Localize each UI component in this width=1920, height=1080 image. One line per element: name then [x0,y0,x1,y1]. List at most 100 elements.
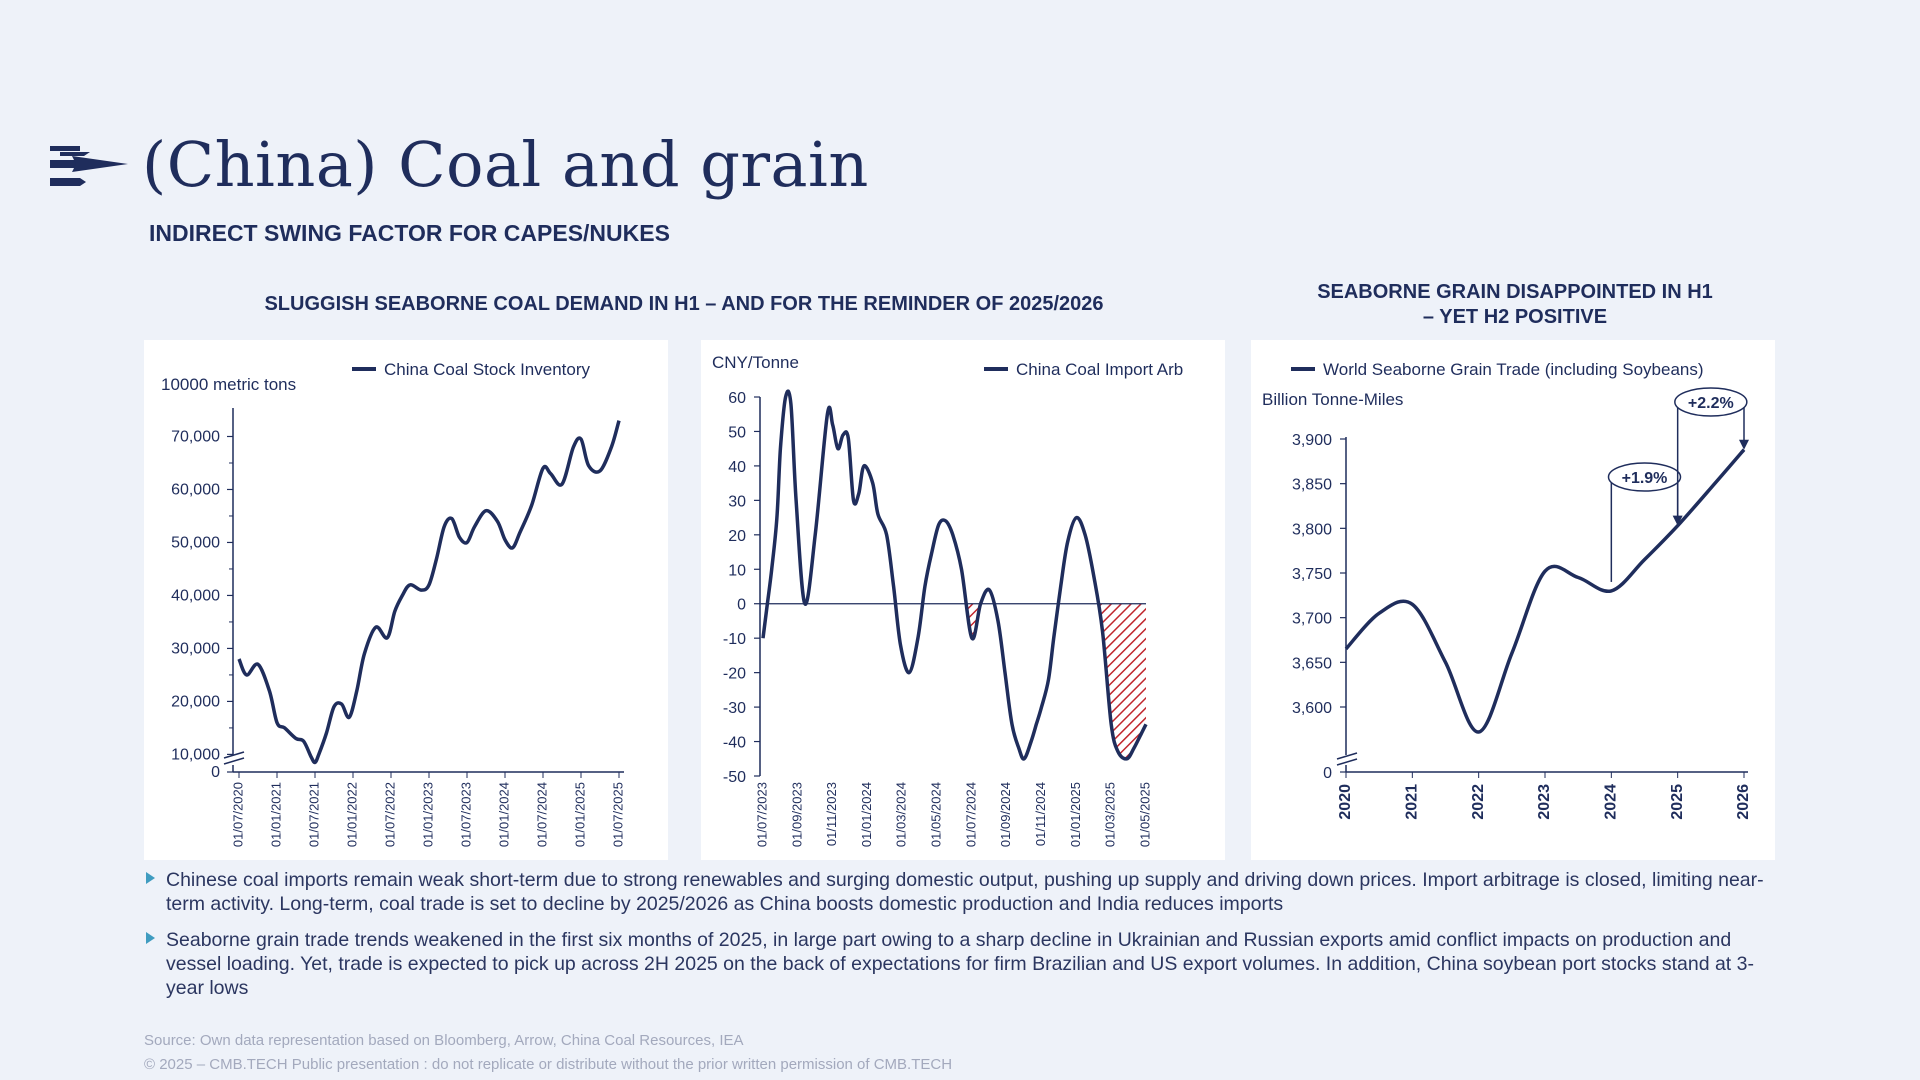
x-tick-label: 01/07/2024 [534,782,549,847]
x-tick-label: 01/01/2024 [859,782,874,847]
coal-inventory-chart: China Coal Stock Inventory 10000 metric t… [161,360,625,847]
series-line-coal-arb [761,389,1148,761]
grain-trade-chart: World Seaborne Grain Trade (including So… [1262,360,1752,820]
page-subtitle: INDIRECT SWING FACTOR FOR CAPES/NUKES [149,220,670,246]
coal-import-arb-chart: CNY/Tonne China Coal Import Arb 60 50 40 30 20… [712,353,1183,847]
y-tick-label: 3,600 [1292,700,1332,717]
legend-label: World Seaborne Grain Trade (including So… [1323,360,1704,379]
bullet-item: Chinese coal imports remain weak short-t… [144,868,1776,916]
x-tick-label: 01/09/2023 [789,782,804,847]
x-tick-label: 01/07/2023 [754,782,769,847]
annotation-arrowhead [1739,439,1749,450]
annotation-bubble [1674,387,1748,417]
x-tick-label: 01/11/2024 [1033,782,1048,846]
y-tick-label: 3,750 [1292,566,1332,583]
y-tick-label: 3,850 [1292,477,1332,494]
x-tick-label: 01/01/2024 [496,782,511,847]
legend-label: China Coal Stock Inventory [384,360,590,379]
annotation-label: +1.9% [1622,470,1668,487]
y-tick-label: 60 [728,390,746,407]
x-tick-label: 01/11/2023 [824,782,839,846]
x-tick-label: 01/01/2025 [572,782,587,847]
y-tick-label: 0 [211,764,220,781]
x-tick-label: 2021 [1404,784,1421,820]
x-tick-label: 2025 [1669,784,1686,820]
x-tick-label: 2026 [1735,784,1752,820]
series-line-coal-stock [237,420,621,765]
coal-inventory-chart-panel: China Coal Stock Inventory 10000 metric t… [144,340,668,860]
y-tick-label: 10 [728,562,746,579]
series-line-grain-trade [1344,448,1746,734]
x-tick-label: 01/01/2022 [344,782,359,847]
axis-break-mark [1336,752,1358,760]
bullet-text: Chinese coal imports remain weak short-t… [166,869,1764,915]
y-tick-label: -30 [723,700,746,717]
x-tick-label: 01/07/2020 [230,782,245,847]
x-tick-label: 01/07/2025 [610,782,625,847]
annotation-arrowhead [1672,515,1683,526]
x-tick-label: 01/07/2023 [458,782,473,847]
y-tick-label: 30,000 [171,640,220,657]
y-tick-label: 3,900 [1292,432,1332,449]
bullet-marker-icon [146,872,155,884]
company-logo-icon [50,146,128,186]
y-tick-label: -20 [723,666,746,683]
y-tick-label: 3,700 [1292,611,1332,628]
y-tick-label: 10,000 [171,746,220,763]
legend-label: China Coal Import Arb [1016,360,1183,379]
y-tick-label: 60,000 [171,481,220,498]
annotation-label: +2.2% [1688,395,1734,412]
x-tick-label: 2024 [1603,784,1620,820]
x-tick-label: 01/07/2022 [382,782,397,847]
y-tick-label: 3,800 [1292,521,1332,538]
x-tick-label: 01/09/2024 [998,782,1013,847]
y-tick-label: -50 [723,769,746,786]
y-tick-label: 40 [728,459,746,476]
axis-break-mark [223,751,245,759]
grain-section-title-line2: – YET H2 POSITIVE [1422,306,1608,328]
bullet-text: Seaborne grain trade trends weakened in … [166,929,1754,999]
x-tick-label: 01/01/2025 [1068,782,1083,847]
y-tick-label: 50 [728,424,746,441]
y-axis-title: 10000 metric tons [161,375,296,394]
page-title: (China) Coal and grain [142,128,869,201]
commentary-bullets: Chinese coal imports remain weak short-t… [144,868,1776,1012]
y-tick-label: 50,000 [171,534,220,551]
grain-section-title: SEABORNE GRAIN DISAPPOINTED IN H1 – YET … [1250,280,1780,330]
x-tick-label: 2023 [1536,784,1553,820]
y-tick-label: 30 [728,493,746,510]
copyright-note: © 2025 – CMB.TECH Public presentation : … [144,1056,953,1073]
x-tick-label: 01/03/2024 [894,782,909,847]
x-tick-label: 2022 [1470,784,1487,820]
x-tick-label: 01/01/2021 [268,782,283,847]
annotation-bubble [1607,462,1682,492]
x-tick-label: 01/05/2025 [1137,782,1152,847]
grain-trade-chart-panel: World Seaborne Grain Trade (including So… [1251,340,1775,860]
y-tick-label: 0 [737,597,746,614]
y-tick-label: 0 [1323,765,1332,782]
y-axis-title: Billion Tonne-Miles [1262,390,1403,409]
x-tick-label: 01/07/2024 [963,782,978,847]
axis-break-mark [1336,758,1358,766]
bullet-marker-icon [146,932,155,944]
y-tick-label: 20,000 [171,693,220,710]
y-tick-label: 40,000 [171,587,220,604]
coal-section-title: SLUGGISH SEABORNE COAL DEMAND IN H1 – AN… [264,293,1104,315]
y-tick-label: -40 [723,735,746,752]
y-axis-title: CNY/Tonne [712,353,799,372]
source-note: Source: Own data representation based on… [144,1032,744,1049]
x-tick-label: 01/01/2023 [420,782,435,847]
coal-arb-chart-panel: CNY/Tonne China Coal Import Arb 60 50 40 30 20… [701,340,1225,860]
negative-area-fill [1098,603,1146,759]
grain-section-title-line1: SEABORNE GRAIN DISAPPOINTED IN H1 [1317,281,1713,303]
x-tick-label: 01/03/2025 [1103,782,1118,847]
x-tick-label: 01/05/2024 [929,782,944,847]
axis-break-mark [223,757,245,765]
x-tick-label: 2020 [1337,784,1354,820]
bullet-item: Seaborne grain trade trends weakened in … [144,928,1776,1000]
y-tick-label: 3,650 [1292,655,1332,672]
y-tick-label: 20 [728,528,746,545]
x-tick-label: 01/07/2021 [306,782,321,847]
y-tick-label: 70,000 [171,428,220,445]
y-tick-label: -10 [723,631,746,648]
